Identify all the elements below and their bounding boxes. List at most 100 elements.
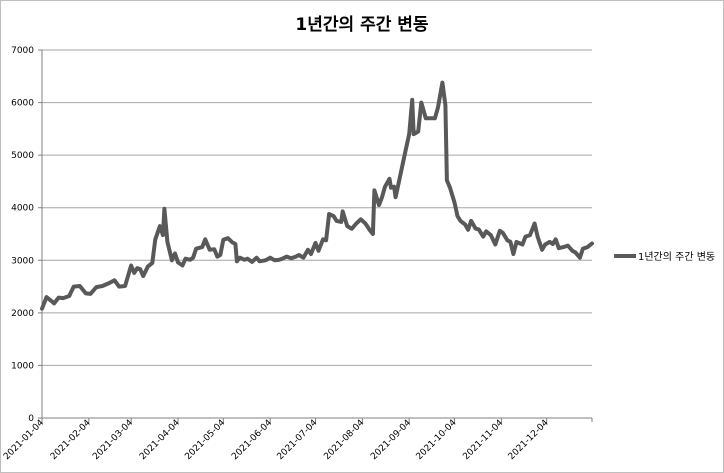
data-point: [100, 284, 104, 288]
y-tick-label: 5000: [11, 151, 34, 161]
data-point: [226, 236, 230, 240]
data-point: [181, 264, 184, 267]
data-point: [540, 248, 544, 252]
x-tick-label: 2021-06-04: [230, 418, 274, 462]
data-point: [208, 248, 212, 252]
axes: [41, 50, 593, 422]
data-point: [551, 242, 555, 246]
data-point: [359, 217, 363, 221]
data-point: [165, 240, 169, 244]
data-point: [67, 294, 71, 298]
x-tick-label: 2021-04-04: [138, 418, 182, 462]
data-point: [57, 296, 61, 300]
data-point: [440, 81, 444, 85]
data-point: [132, 271, 136, 275]
data-point: [317, 249, 320, 253]
data-point: [419, 101, 423, 105]
chart-title: 1년간의 주간 변동: [295, 15, 429, 35]
data-point: [138, 267, 142, 271]
data-point: [113, 278, 116, 282]
data-point: [463, 223, 467, 226]
data-point: [294, 255, 298, 259]
data-point: [72, 285, 76, 289]
data-point: [309, 252, 313, 256]
x-tick-label: 2021-08-04: [322, 418, 366, 462]
data-point: [61, 296, 65, 300]
data-point: [135, 266, 139, 270]
data-point: [52, 301, 56, 305]
data-point: [314, 241, 317, 245]
data-point: [218, 253, 222, 257]
data-point: [443, 103, 447, 107]
data-point: [273, 258, 277, 262]
data-point: [515, 240, 518, 244]
data-point: [498, 229, 502, 233]
data-point: [321, 237, 325, 241]
x-tick-label: 2021-12-04: [507, 418, 551, 462]
data-point: [255, 256, 259, 260]
data-point: [416, 130, 420, 133]
data-point: [372, 188, 376, 192]
data-point: [170, 258, 174, 262]
data-point: [394, 195, 398, 199]
data-point: [200, 245, 204, 249]
data-point: [327, 212, 331, 216]
data-point: [456, 214, 459, 218]
data-point: [493, 243, 497, 246]
data-point: [341, 209, 345, 213]
gridlines: [38, 49, 592, 419]
data-point: [332, 214, 336, 218]
data-point: [84, 291, 88, 295]
data-point: [363, 222, 367, 225]
data-point: [548, 240, 552, 244]
data-point: [339, 220, 343, 224]
data-point: [301, 256, 305, 260]
y-tick-label: 1000: [11, 361, 34, 371]
data-point: [407, 132, 411, 136]
data-point: [162, 207, 166, 211]
data-point: [233, 242, 237, 246]
data-point: [392, 185, 396, 189]
data-point: [158, 224, 162, 228]
y-tick-labels: 0 1000 2000 3000 4000 5000 6000 7000: [11, 46, 34, 424]
data-point: [445, 178, 449, 182]
data-point: [533, 222, 537, 225]
x-tick-label: 2021-02-04: [49, 418, 93, 462]
data-point: [280, 257, 284, 261]
data-point: [78, 284, 82, 288]
y-tick-label: 0: [28, 414, 34, 424]
data-point: [511, 252, 515, 256]
series-line: [40, 80, 594, 311]
x-tick-label: 2021-03-04: [91, 418, 135, 462]
data-point: [484, 229, 488, 233]
data-point: [489, 233, 493, 237]
data-point: [410, 98, 414, 102]
data-point: [524, 235, 527, 239]
data-point: [573, 250, 577, 254]
data-point: [285, 255, 289, 259]
data-point: [123, 284, 127, 288]
data-point: [243, 258, 246, 262]
x-tick-label: 2021-07-04: [276, 418, 320, 462]
data-point: [88, 292, 92, 296]
data-point: [107, 281, 110, 285]
data-point: [448, 186, 452, 190]
x-tick-label: 2021-10-04: [415, 418, 459, 462]
data-point: [277, 258, 281, 262]
data-point: [380, 195, 384, 199]
data-point: [570, 249, 574, 253]
data-point: [586, 245, 589, 249]
y-tick-label: 7000: [11, 46, 34, 56]
data-point: [235, 259, 239, 263]
data-point: [581, 247, 585, 251]
data-point: [403, 153, 407, 157]
data-point: [477, 227, 481, 231]
y-tick-label: 6000: [11, 99, 34, 109]
data-point: [176, 260, 180, 264]
data-point: [368, 228, 372, 232]
legend-label: 1년간의 주간 변동: [638, 252, 716, 263]
data-point: [289, 256, 293, 260]
data-point: [371, 232, 375, 236]
